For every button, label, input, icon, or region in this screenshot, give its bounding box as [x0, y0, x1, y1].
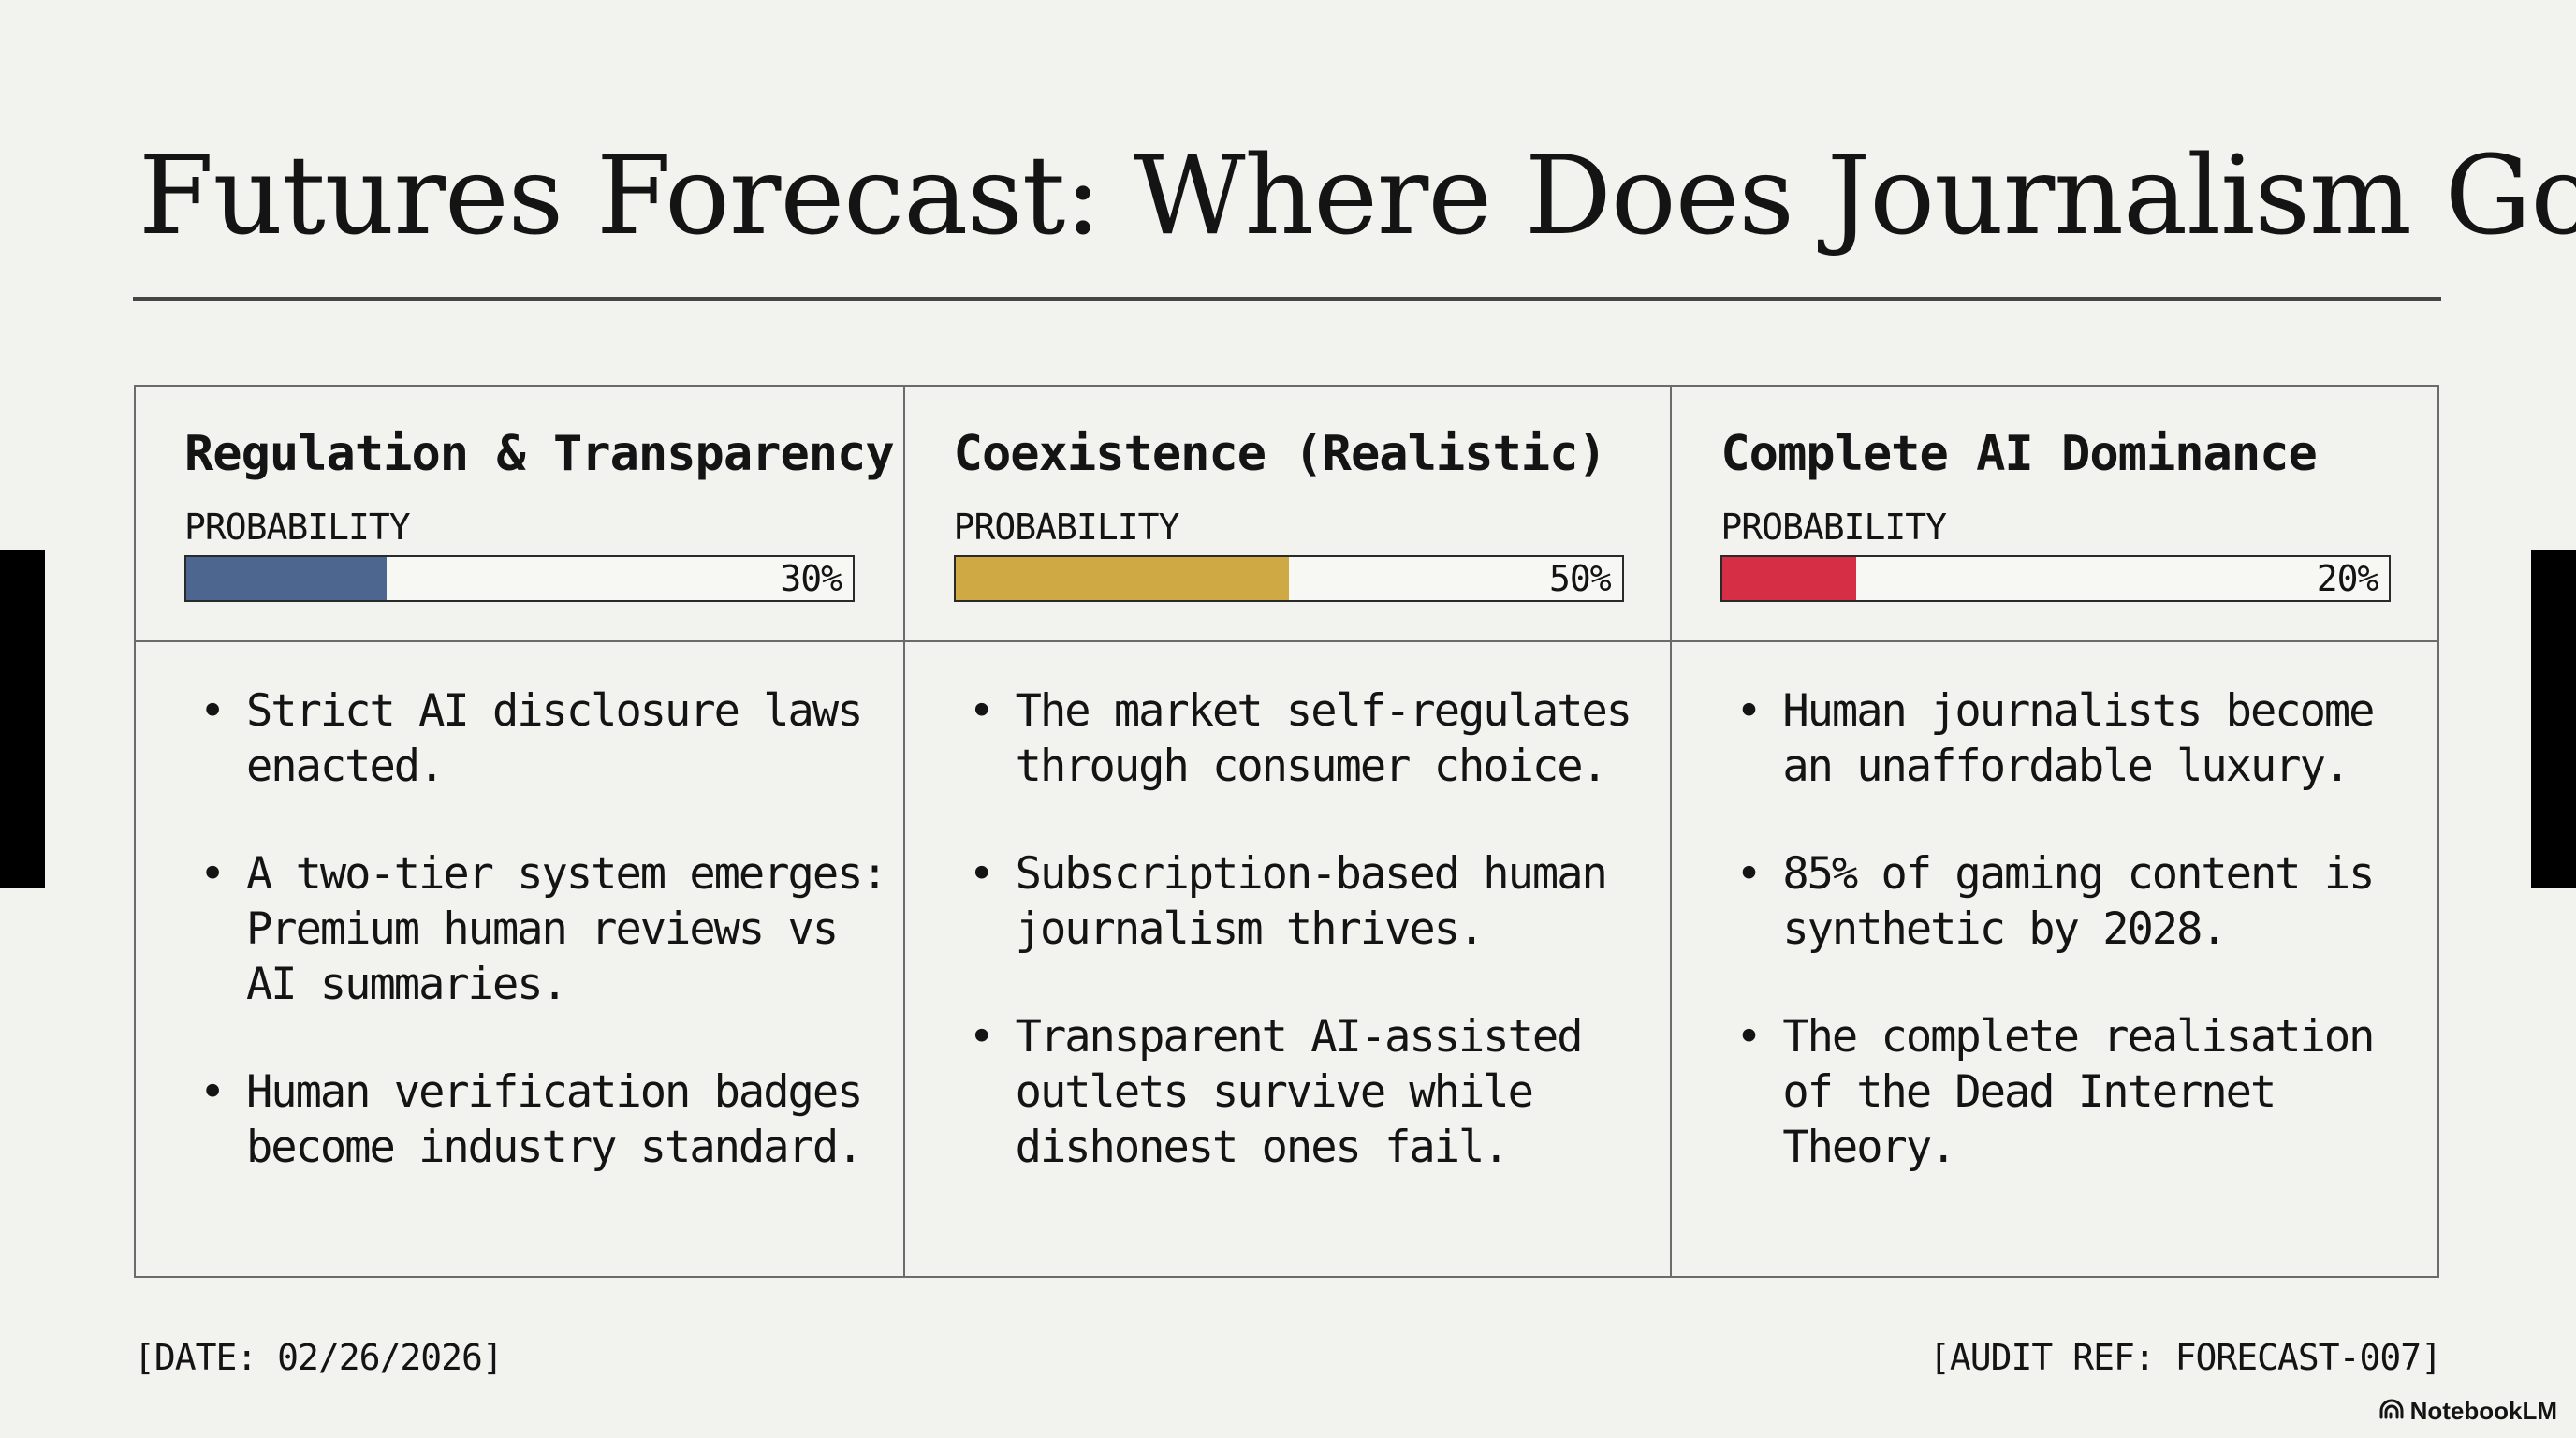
outcome-item: Strict AI disclosure laws enacted. — [199, 683, 892, 794]
brand-name: NotebookLM — [2409, 1397, 2557, 1425]
brand-watermark: NotebookLM — [2378, 1397, 2557, 1426]
probability-fill — [955, 557, 1289, 600]
scenario-title: Regulation & Transparency — [184, 426, 895, 482]
probability-fill — [1722, 557, 1856, 600]
scenario-header: Regulation & Transparency PROBABILITY 30… — [136, 387, 903, 642]
scenario-column-coexistence: Coexistence (Realistic) PROBABILITY 50% … — [902, 387, 1671, 1276]
probability-label: PROBABILITY — [1720, 506, 1947, 548]
outcome-item: The market self-regulates through consum… — [969, 683, 1661, 794]
probability-bar: 50% — [953, 555, 1624, 602]
probability-label: PROBABILITY — [184, 506, 411, 548]
probability-value: 30% — [780, 558, 842, 599]
left-edge-bar — [0, 550, 45, 888]
probability-value: 50% — [1549, 558, 1612, 599]
outcome-item: Human verification badges become industr… — [199, 1064, 892, 1175]
probability-label: PROBABILITY — [953, 506, 1180, 548]
scenario-title: Complete AI Dominance — [1720, 426, 2317, 482]
outcome-item: 85% of gaming content is synthetic by 20… — [1735, 846, 2428, 957]
outcome-item: Transparent AI-assisted outlets survive … — [969, 1009, 1661, 1175]
outcome-list: Strict AI disclosure laws enacted. A two… — [199, 683, 892, 1227]
outcome-item: A two-tier system emerges: Premium human… — [199, 846, 892, 1012]
scenario-column-regulation: Regulation & Transparency PROBABILITY 30… — [136, 387, 903, 1276]
probability-bar: 30% — [184, 555, 855, 602]
scenario-body: Human journalists become an unaffordable… — [1672, 642, 2437, 1276]
title-divider — [133, 297, 2441, 301]
scenario-body: Strict AI disclosure laws enacted. A two… — [136, 642, 903, 1276]
outcome-item: The complete realisation of the Dead Int… — [1735, 1009, 2428, 1175]
scenario-column-ai-dominance: Complete AI Dominance PROBABILITY 20% Hu… — [1670, 387, 2438, 1276]
probability-value: 20% — [2316, 558, 2379, 599]
scenario-table: Regulation & Transparency PROBABILITY 30… — [134, 385, 2439, 1278]
outcome-item: Subscription-based human journalism thri… — [969, 846, 1661, 957]
probability-bar: 20% — [1720, 555, 2392, 602]
probability-fill — [186, 557, 387, 600]
outcome-list: Human journalists become an unaffordable… — [1735, 683, 2428, 1227]
scenario-header: Complete AI Dominance PROBABILITY 20% — [1672, 387, 2438, 642]
audit-reference: [AUDIT REF: FORECAST-007] — [1929, 1337, 2442, 1378]
outcome-item: Human journalists become an unaffordable… — [1735, 683, 2428, 794]
scenario-header: Coexistence (Realistic) PROBABILITY 50% — [904, 387, 1671, 642]
right-edge-bar — [2531, 550, 2576, 888]
notebooklm-logo-icon — [2378, 1397, 2405, 1426]
page-title: Futures Forecast: Where Does Journalism … — [139, 133, 2576, 259]
date-stamp: [DATE: 02/26/2026] — [134, 1337, 504, 1378]
outcome-list: The market self-regulates through consum… — [969, 683, 1661, 1227]
scenario-body: The market self-regulates through consum… — [905, 642, 1671, 1276]
scenario-title: Coexistence (Realistic) — [953, 426, 1607, 482]
